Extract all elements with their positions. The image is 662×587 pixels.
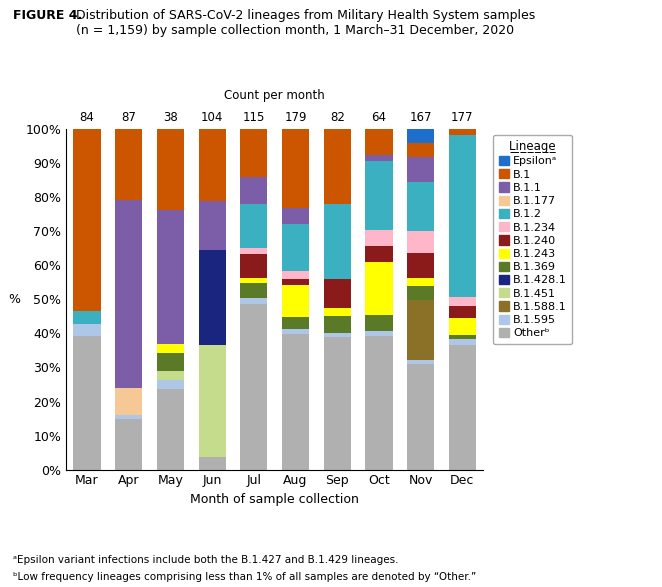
Bar — [199, 129, 226, 201]
Bar — [407, 286, 434, 301]
Bar — [240, 284, 267, 298]
X-axis label: Month of sample collection: Month of sample collection — [190, 493, 359, 506]
Bar — [449, 123, 476, 135]
Bar — [365, 262, 393, 315]
Bar — [282, 285, 309, 317]
Bar — [449, 306, 476, 318]
Bar — [157, 371, 184, 380]
Bar — [73, 129, 101, 311]
Bar — [282, 335, 309, 470]
Text: 177: 177 — [451, 111, 473, 124]
Bar — [365, 315, 393, 331]
Bar — [365, 230, 393, 246]
Bar — [282, 208, 309, 224]
Bar — [157, 380, 184, 389]
Bar — [407, 129, 434, 143]
Text: 115: 115 — [243, 111, 265, 124]
Bar — [73, 311, 101, 323]
Bar — [282, 224, 309, 271]
Bar — [157, 353, 184, 371]
Bar — [199, 250, 226, 345]
Bar — [115, 130, 142, 200]
Bar — [282, 329, 309, 335]
Bar — [365, 129, 393, 156]
Bar — [157, 210, 184, 345]
Bar — [282, 317, 309, 329]
Bar — [240, 298, 267, 304]
Bar — [115, 200, 142, 388]
Bar — [449, 296, 476, 306]
Bar — [407, 360, 434, 364]
Bar — [199, 345, 226, 457]
Bar — [407, 301, 434, 360]
Bar — [407, 143, 434, 157]
Text: 84: 84 — [79, 111, 95, 124]
Bar — [324, 279, 351, 308]
Text: Distribution of SARS-CoV-2 lineages from Military Health System samples
(n = 1,1: Distribution of SARS-CoV-2 lineages from… — [76, 9, 536, 37]
Bar — [324, 129, 351, 204]
Bar — [407, 364, 434, 470]
Bar — [407, 182, 434, 231]
Text: 82: 82 — [330, 111, 345, 124]
Bar — [240, 304, 267, 470]
Bar — [365, 246, 393, 262]
Bar — [157, 345, 184, 353]
Bar — [157, 389, 184, 470]
Bar — [365, 336, 393, 470]
Bar — [73, 336, 101, 470]
Text: 38: 38 — [163, 111, 178, 124]
Text: ᵇLow frequency lineages comprising less than 1% of all samples are denoted by “O: ᵇLow frequency lineages comprising less … — [13, 572, 477, 582]
Bar — [365, 156, 393, 161]
Bar — [449, 110, 476, 123]
Bar — [157, 129, 184, 210]
Bar — [324, 333, 351, 337]
Text: FIGURE 4.: FIGURE 4. — [13, 9, 83, 22]
Bar — [407, 278, 434, 286]
Text: 167: 167 — [410, 111, 432, 124]
Bar — [240, 254, 267, 278]
Bar — [240, 278, 267, 284]
Text: 64: 64 — [371, 111, 387, 124]
Bar — [449, 339, 476, 345]
Text: 87: 87 — [121, 111, 136, 124]
Bar — [324, 337, 351, 470]
Text: 179: 179 — [285, 111, 307, 124]
Y-axis label: %: % — [9, 293, 21, 306]
Bar — [115, 388, 142, 415]
Bar — [240, 204, 267, 248]
Bar — [407, 231, 434, 254]
Bar — [449, 335, 476, 339]
Text: Count per month: Count per month — [224, 89, 325, 102]
Bar — [282, 129, 309, 208]
Bar — [199, 457, 226, 470]
Bar — [365, 331, 393, 336]
Bar — [449, 345, 476, 470]
Bar — [115, 419, 142, 470]
Bar — [449, 135, 476, 296]
Bar — [240, 177, 267, 204]
Legend: Epsilonᵃ, B.1, B.1.1, B.1.177, B.1.2, B.1.234, B.1.240, B.1.243, B.1.369, B.1.42: Epsilonᵃ, B.1, B.1.1, B.1.177, B.1.2, B.… — [493, 134, 573, 344]
Bar — [407, 157, 434, 182]
Bar — [199, 201, 226, 250]
Text: 104: 104 — [201, 111, 223, 124]
Bar — [282, 271, 309, 279]
Text: ᵃEpsilon variant infections include both the B.1.427 and B.1.429 lineages.: ᵃEpsilon variant infections include both… — [13, 555, 399, 565]
Bar — [324, 204, 351, 279]
Bar — [407, 254, 434, 278]
Bar — [115, 415, 142, 419]
Bar — [282, 279, 309, 285]
Bar — [324, 308, 351, 316]
Bar — [73, 323, 101, 336]
Bar — [449, 318, 476, 335]
Bar — [365, 161, 393, 230]
Bar — [324, 316, 351, 333]
Bar — [240, 248, 267, 254]
Bar — [240, 127, 267, 177]
